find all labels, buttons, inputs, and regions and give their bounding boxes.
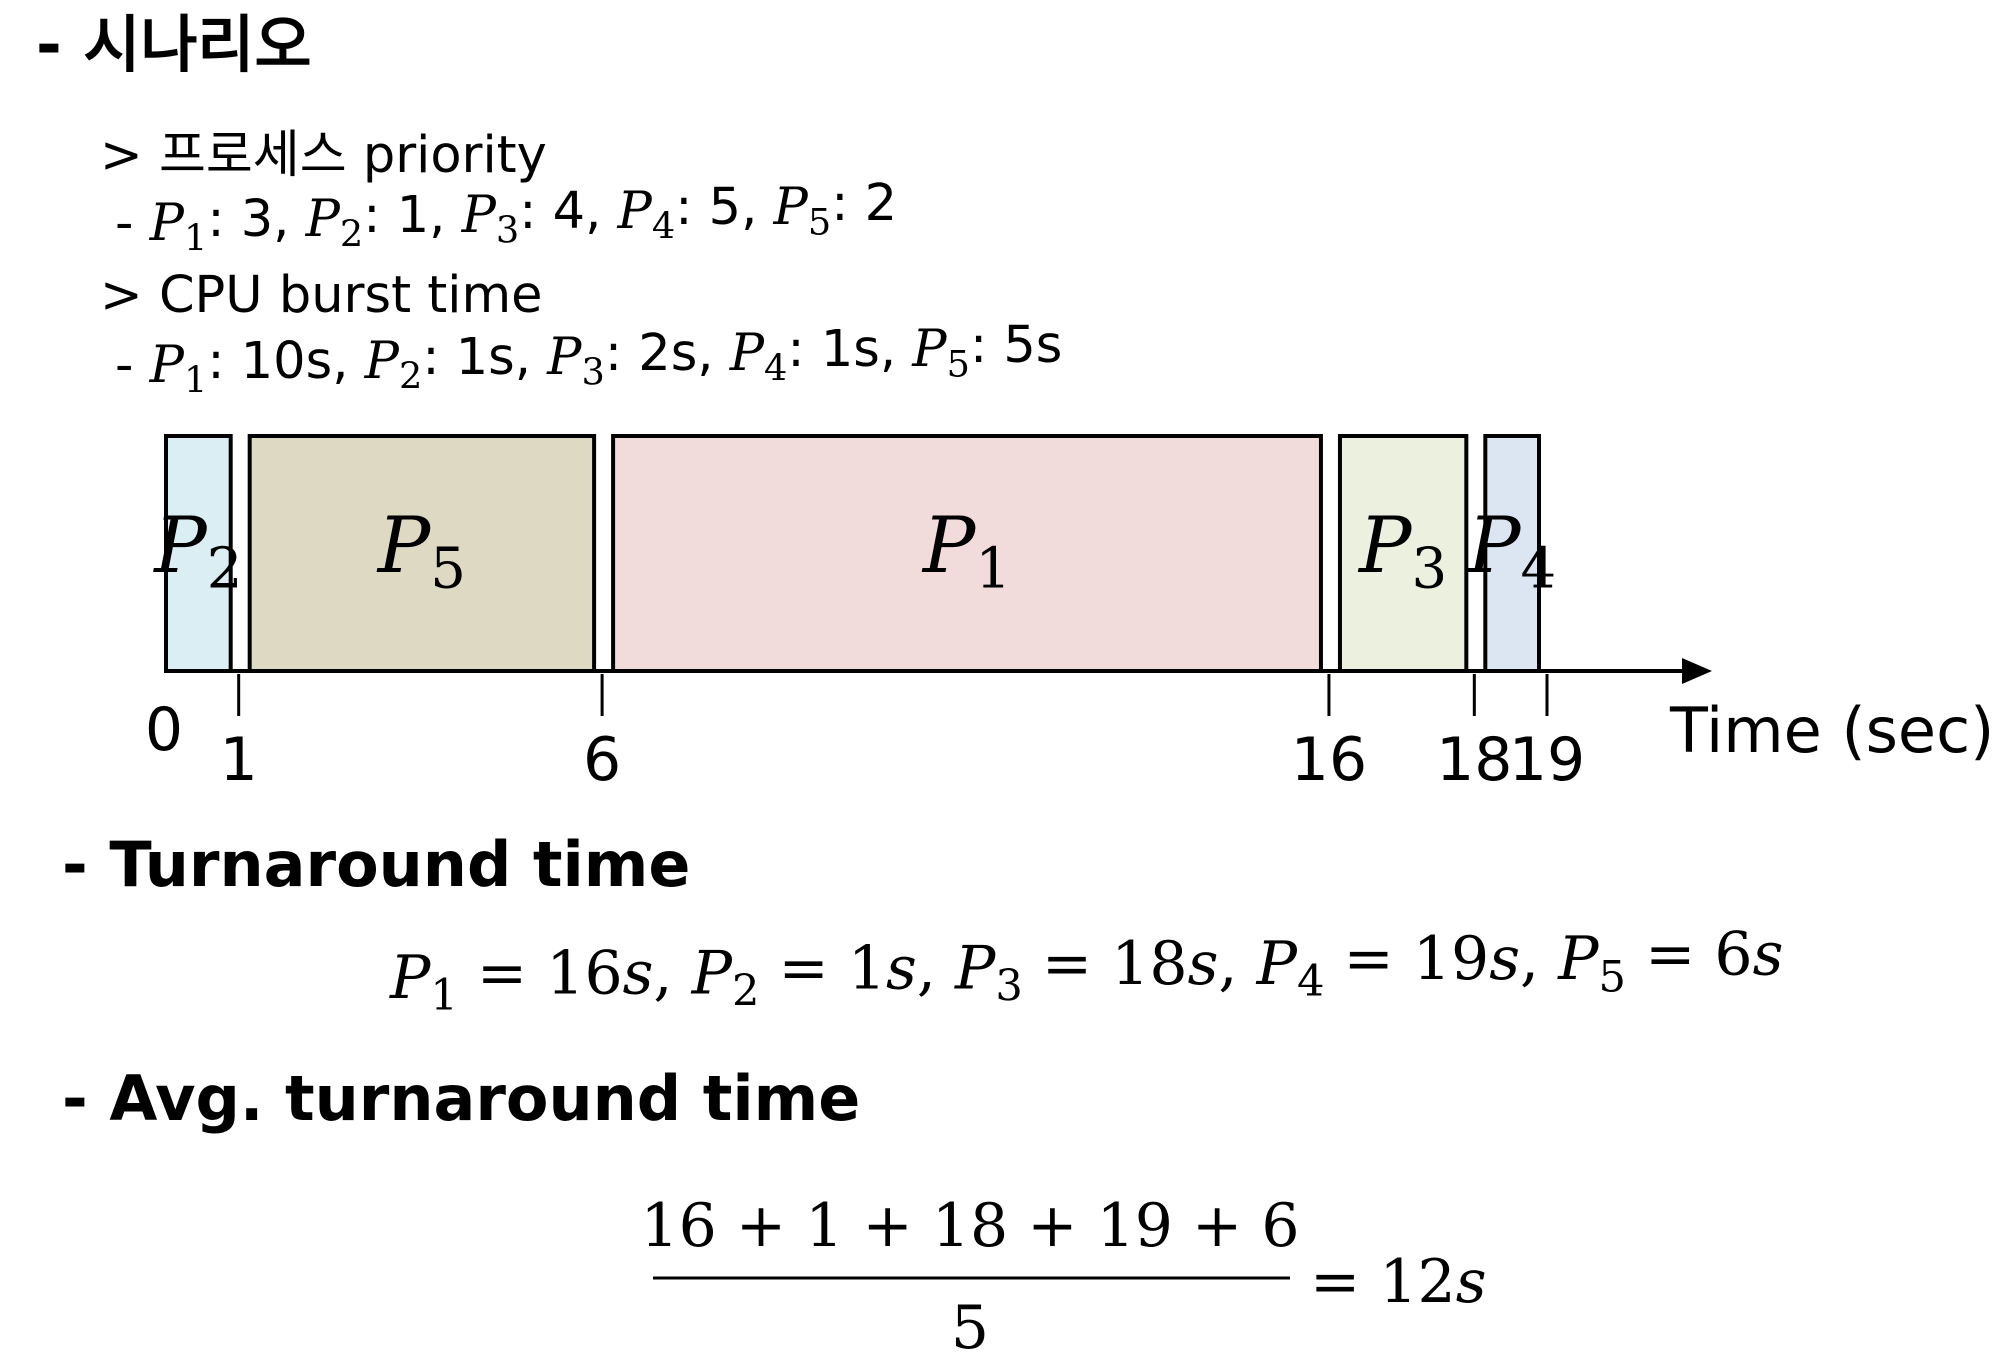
subscript: 2: [399, 354, 422, 397]
turnaround-heading: - Turnaround time: [62, 828, 690, 901]
subscript: 4: [652, 204, 675, 247]
text-run: P: [305, 190, 342, 249]
priority-heading: > 프로세스 priority: [100, 126, 547, 185]
text-run: : 2s,: [605, 324, 730, 383]
gantt-block: [247, 434, 597, 673]
subscript: 4: [764, 346, 787, 389]
text-run: P: [1357, 501, 1413, 591]
subscript: 1: [184, 216, 207, 259]
subscript: 5: [430, 537, 466, 602]
text-run: P: [617, 182, 654, 241]
text-run: s: [886, 934, 917, 1004]
text-run: -: [115, 194, 150, 253]
text-run: s: [1489, 924, 1520, 994]
subscript: 1: [184, 358, 207, 401]
tick-label: 16: [1291, 725, 1367, 795]
text-run: P: [1466, 501, 1522, 591]
text-run: s: [1753, 919, 1784, 989]
text-run: : 1,: [363, 186, 461, 245]
gantt-block: [1483, 434, 1542, 673]
text-run: = 16: [458, 938, 623, 1008]
section-title: - 시나리오: [36, 8, 311, 81]
text-run: P: [149, 336, 186, 395]
text-run: = 12: [1310, 1247, 1456, 1317]
subscript: 5: [808, 200, 831, 243]
gantt-block: [1337, 434, 1469, 673]
tick-label: 19: [1509, 725, 1585, 795]
subscript: 4: [1297, 957, 1324, 1007]
text-run: P: [149, 194, 186, 253]
tick-label: 0: [145, 695, 183, 765]
text-run: P: [546, 328, 583, 387]
text-run: P: [729, 324, 766, 383]
text-line: = 12s: [1310, 1247, 1487, 1317]
subscript: 3: [582, 350, 605, 393]
text-run: P: [921, 501, 977, 591]
text-run: = 19: [1324, 924, 1489, 994]
text-run: : 3,: [207, 190, 305, 249]
text-run: = 1: [759, 934, 886, 1004]
subscript: 3: [1412, 537, 1448, 602]
text-run: : 2: [831, 174, 897, 233]
tick-label: 18: [1436, 725, 1512, 795]
text-run: : 5,: [675, 178, 773, 237]
text-run: = 18: [1023, 929, 1188, 999]
subscript: 3: [995, 962, 1022, 1012]
subscript: 2: [207, 537, 243, 602]
text-line: P4: [1466, 501, 1556, 602]
gantt-block: [611, 434, 1323, 673]
subscript: 3: [496, 208, 519, 251]
subscript: 2: [732, 966, 759, 1016]
text-run: P: [152, 501, 208, 591]
text-run: P: [773, 178, 810, 237]
text-run: P: [389, 943, 432, 1013]
text-run: ,: [917, 934, 955, 1004]
text-run: : 1s,: [787, 320, 912, 379]
text-run: = 6: [1626, 919, 1753, 989]
text-run: s: [623, 938, 654, 1008]
text-run: s: [1456, 1247, 1487, 1317]
fraction-numerator: 16 + 1 + 18 + 19 + 6: [640, 1191, 1299, 1261]
axis-arrow: [1682, 658, 1712, 684]
text-run: P: [376, 501, 432, 591]
text-run: P: [911, 320, 948, 379]
text-run: P: [1557, 924, 1600, 994]
text-run: ,: [1218, 929, 1256, 999]
text-run: : 1s,: [422, 328, 547, 387]
average-heading: - Avg. turnaround time: [62, 1062, 860, 1135]
subscript: 5: [1599, 952, 1626, 1002]
subscript: 5: [947, 342, 970, 385]
subscript: 1: [430, 971, 457, 1021]
text-line: P2: [152, 501, 242, 602]
text-run: P: [461, 186, 498, 245]
text-run: : 10s,: [207, 332, 364, 391]
text-run: ,: [1520, 924, 1558, 994]
fraction-denominator: 5: [951, 1293, 989, 1363]
text-line: - P1: 10s, P2: 1s, P3: 2s, P4: 1s, P5: 5…: [115, 316, 1062, 401]
burst-heading: > CPU burst time: [100, 266, 543, 325]
text-line: P1 = 16s, P2 = 1s, P3 = 18s, P4 = 19s, P…: [389, 919, 1783, 1021]
text-run: -: [115, 336, 150, 395]
text-line: - P1: 3, P2: 1, P3: 4, P4: 5, P5: 2: [115, 174, 897, 259]
text-line: P1: [921, 501, 1011, 602]
text-run: P: [364, 332, 401, 391]
axis-label: Time (sec): [1669, 694, 1994, 767]
gantt-block: [164, 434, 233, 673]
subscript: 1: [975, 537, 1011, 602]
tick-label: 1: [220, 725, 258, 795]
text-run: P: [691, 938, 734, 1008]
text-run: s: [1188, 929, 1219, 999]
text-line: P3: [1357, 501, 1447, 602]
text-run: : 5s: [970, 316, 1062, 375]
tick-label: 6: [583, 725, 621, 795]
text-run: ,: [653, 938, 691, 1008]
subscript: 4: [1521, 537, 1557, 602]
subscript: 2: [340, 212, 363, 255]
text-line: P5: [376, 501, 466, 602]
text-run: : 4,: [519, 182, 617, 241]
text-run: P: [954, 934, 997, 1004]
text-run: P: [1256, 929, 1299, 999]
